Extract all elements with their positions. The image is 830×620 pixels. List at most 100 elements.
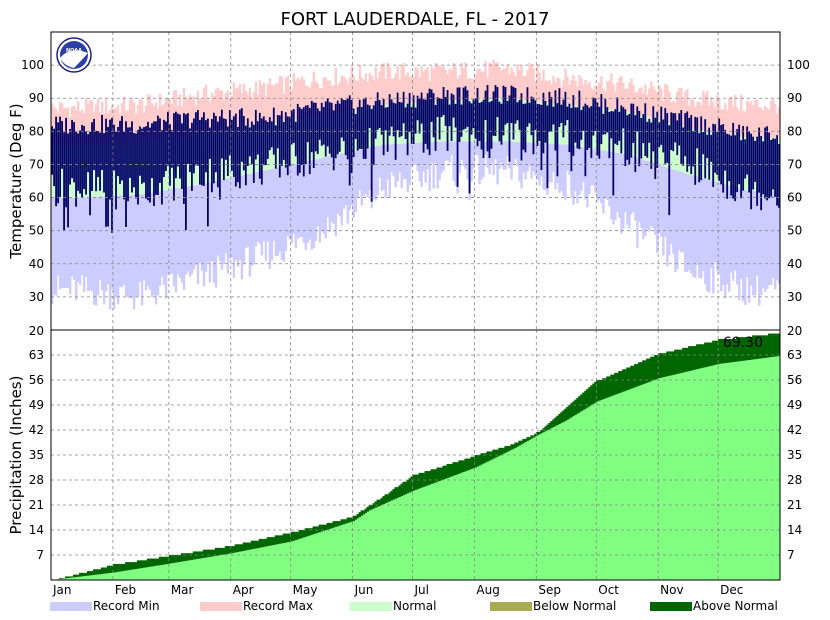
record-min-bar [68, 197, 72, 295]
precip-above-bar [564, 408, 567, 422]
precip-normal-bar [714, 364, 717, 580]
actual-bar [608, 111, 611, 159]
record-max-bar [742, 110, 745, 137]
actual-bar [578, 90, 581, 150]
actual-bar [175, 111, 177, 179]
precip-normal-bar [68, 577, 72, 580]
record-min-bar [604, 150, 607, 199]
record-max-bar [614, 91, 617, 111]
precip-normal-bar [448, 477, 451, 580]
precip-above-bar [604, 378, 607, 399]
actual-bar [362, 99, 365, 159]
record-max-bar [680, 87, 683, 126]
precip-normal-bar [134, 568, 138, 580]
actual-bar [714, 124, 717, 173]
record-max-bar [716, 95, 719, 133]
legend-item: Above Normal [650, 599, 778, 613]
precip-above-bar [480, 453, 483, 465]
actual-bar [562, 99, 565, 138]
actual-bar [418, 98, 421, 134]
actual-bar [107, 126, 109, 227]
record-max-bar [302, 79, 306, 118]
record-min-bar [76, 197, 80, 283]
actual-bar [137, 129, 139, 205]
record-min-bar [194, 184, 198, 265]
record-max-bar [406, 72, 409, 104]
record-max-bar [400, 64, 403, 104]
record-max-bar [480, 71, 483, 100]
precip-normal-bar [318, 532, 322, 580]
record-min-bar [690, 174, 693, 274]
record-max-bar [190, 97, 194, 136]
precip-normal-bar [350, 521, 353, 580]
record-max-bar [640, 87, 643, 116]
record-max-bar [326, 80, 330, 114]
precip-above-bar [240, 544, 244, 552]
record-max-bar [434, 63, 437, 102]
record-min-bar [526, 142, 529, 172]
record-max-bar [778, 106, 781, 138]
precip-normal-bar [542, 432, 545, 580]
precip-above-bar [64, 576, 68, 579]
precip-normal-bar [684, 372, 687, 580]
record-min-bar [572, 145, 575, 205]
precip-normal-bar [344, 523, 347, 580]
precip-normal-bar [304, 536, 308, 580]
actual-bar [99, 132, 101, 191]
record-min-bar [62, 197, 66, 289]
precip-normal-bar [736, 361, 739, 580]
actual-bar [632, 103, 635, 143]
record-min-bar [444, 141, 447, 161]
precip-normal-bar [480, 464, 483, 580]
record-max-bar [396, 65, 399, 105]
precip-normal-bar [458, 473, 461, 580]
actual-bar [306, 105, 309, 143]
record-min-bar [374, 146, 377, 201]
actual-bar [300, 109, 303, 165]
record-max-bar [446, 73, 449, 102]
record-max-bar [508, 74, 511, 99]
record-min-bar [244, 174, 248, 248]
record-max-bar [588, 82, 591, 108]
precip-normal-bar [354, 519, 357, 580]
actual-bar [468, 101, 471, 194]
record-min-bar [752, 190, 755, 296]
record-min-bar [688, 174, 691, 270]
precip-normal-bar [704, 367, 707, 580]
record-min-bar [126, 195, 130, 298]
record-min-bar [510, 141, 513, 180]
record-max-bar [448, 68, 451, 102]
precip-normal-bar [188, 560, 192, 580]
actual-bar [127, 127, 129, 202]
actual-bar [598, 106, 601, 159]
precip-above-bar [352, 515, 355, 522]
record-min-bar [80, 197, 84, 276]
precip-normal-bar [774, 356, 777, 580]
precip-above-bar [624, 369, 627, 391]
record-max-bar [702, 91, 705, 131]
record-max-bar [514, 75, 517, 100]
record-max-bar [284, 77, 288, 121]
record-max-bar [690, 98, 693, 129]
record-min-bar [706, 179, 709, 292]
precip-above-bar [350, 517, 353, 522]
precip-above-bar [406, 480, 409, 494]
record-max-bar [146, 94, 150, 141]
precip-normal-bar [216, 555, 220, 580]
actual-bar [310, 100, 313, 153]
precip-above-bar [748, 337, 751, 360]
actual-bar [460, 104, 463, 137]
precip-normal-bar [712, 365, 715, 580]
precip-above-bar [326, 522, 330, 530]
normal-bar [442, 101, 445, 142]
record-min-bar [52, 197, 56, 295]
precip-above-bar [236, 544, 240, 553]
actual-bar [508, 95, 511, 162]
record-max-bar [374, 67, 377, 107]
record-min-bar [158, 191, 162, 286]
precip-above-bar [78, 572, 82, 577]
record-min-bar [132, 194, 136, 310]
precip-normal-bar [206, 557, 210, 580]
precip-above-bar [592, 383, 595, 404]
actual-bar [592, 97, 595, 136]
